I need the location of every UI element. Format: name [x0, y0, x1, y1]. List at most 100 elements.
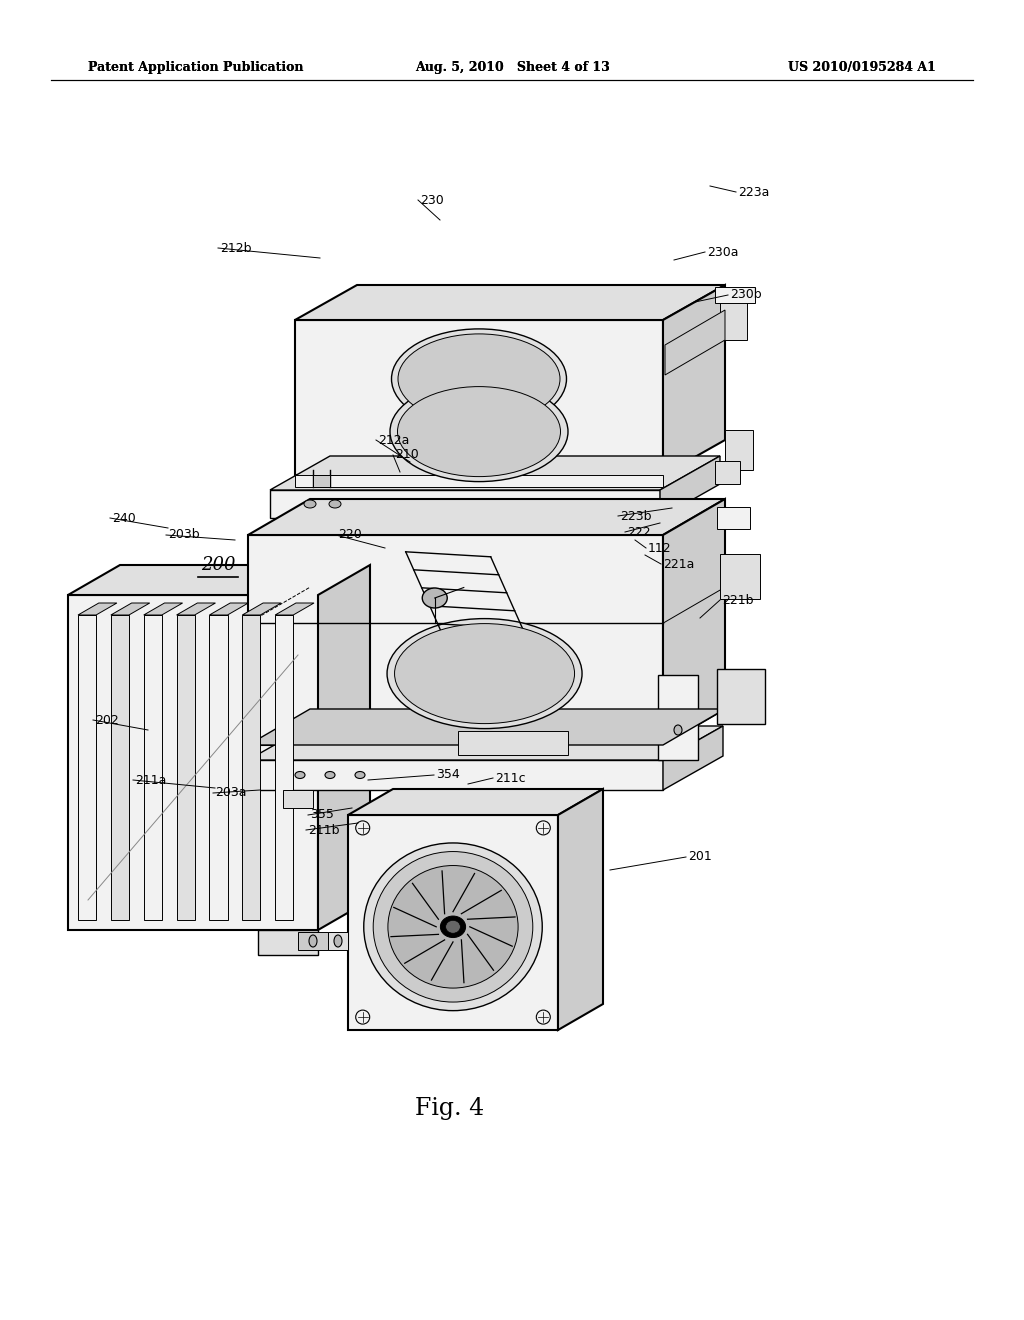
Ellipse shape	[355, 1010, 370, 1024]
Text: 221b: 221b	[722, 594, 754, 606]
Polygon shape	[665, 310, 725, 375]
Text: 223a: 223a	[738, 186, 769, 198]
Polygon shape	[258, 931, 318, 954]
Polygon shape	[68, 565, 370, 595]
Polygon shape	[270, 490, 660, 517]
Polygon shape	[715, 461, 740, 484]
Ellipse shape	[390, 381, 568, 482]
Text: 211b: 211b	[308, 824, 340, 837]
Text: Patent Application Publication: Patent Application Publication	[88, 62, 303, 74]
Ellipse shape	[422, 587, 447, 609]
Polygon shape	[176, 603, 215, 615]
Ellipse shape	[325, 771, 335, 779]
Polygon shape	[248, 726, 723, 760]
Polygon shape	[715, 286, 755, 304]
Polygon shape	[295, 285, 725, 319]
Polygon shape	[660, 455, 720, 517]
Polygon shape	[275, 615, 293, 920]
Polygon shape	[717, 507, 750, 529]
Text: Fig. 4: Fig. 4	[416, 1097, 484, 1119]
Polygon shape	[176, 615, 195, 920]
Polygon shape	[248, 709, 725, 744]
Text: 355: 355	[310, 808, 334, 821]
Polygon shape	[720, 294, 746, 341]
Ellipse shape	[329, 500, 341, 508]
Polygon shape	[725, 430, 753, 470]
Text: 230: 230	[420, 194, 443, 206]
Polygon shape	[111, 603, 150, 615]
Ellipse shape	[387, 619, 582, 729]
Text: 221a: 221a	[663, 557, 694, 570]
Polygon shape	[720, 554, 760, 599]
Polygon shape	[663, 726, 723, 789]
Ellipse shape	[388, 866, 518, 989]
Text: 223b: 223b	[620, 510, 651, 523]
Text: Patent Application Publication: Patent Application Publication	[88, 62, 303, 74]
Polygon shape	[283, 789, 313, 808]
Polygon shape	[298, 932, 328, 950]
Text: 212b: 212b	[220, 242, 252, 255]
Polygon shape	[295, 319, 663, 475]
Polygon shape	[248, 535, 663, 744]
Polygon shape	[111, 615, 129, 920]
Polygon shape	[243, 603, 282, 615]
Polygon shape	[318, 565, 370, 931]
Ellipse shape	[373, 851, 532, 1002]
Text: US 2010/0195284 A1: US 2010/0195284 A1	[788, 62, 936, 74]
Text: 203a: 203a	[215, 787, 247, 800]
Ellipse shape	[355, 821, 370, 836]
Ellipse shape	[295, 771, 305, 779]
Polygon shape	[313, 475, 330, 487]
Ellipse shape	[304, 500, 316, 508]
Polygon shape	[143, 615, 162, 920]
Polygon shape	[328, 932, 348, 950]
Polygon shape	[348, 814, 558, 1030]
Text: 230b: 230b	[730, 289, 762, 301]
Polygon shape	[658, 675, 698, 760]
Ellipse shape	[355, 771, 365, 779]
Polygon shape	[717, 669, 765, 723]
Polygon shape	[248, 499, 725, 535]
Text: 240: 240	[112, 511, 136, 524]
Ellipse shape	[364, 843, 543, 1011]
Ellipse shape	[440, 916, 466, 937]
Ellipse shape	[397, 387, 560, 477]
Polygon shape	[663, 499, 725, 744]
Text: 211a: 211a	[135, 774, 166, 787]
Text: US 2010/0195284 A1: US 2010/0195284 A1	[788, 62, 936, 74]
Text: 202: 202	[95, 714, 119, 726]
Ellipse shape	[334, 935, 342, 946]
Text: 220: 220	[338, 528, 361, 541]
Polygon shape	[78, 615, 96, 920]
Text: Aug. 5, 2010   Sheet 4 of 13: Aug. 5, 2010 Sheet 4 of 13	[415, 62, 609, 74]
Ellipse shape	[398, 334, 560, 424]
Polygon shape	[558, 789, 603, 1030]
Ellipse shape	[537, 821, 550, 836]
Ellipse shape	[309, 935, 317, 946]
Ellipse shape	[674, 725, 682, 735]
Polygon shape	[68, 595, 318, 931]
Polygon shape	[78, 603, 117, 615]
Ellipse shape	[394, 623, 574, 723]
Polygon shape	[248, 760, 663, 789]
Text: Aug. 5, 2010   Sheet 4 of 13: Aug. 5, 2010 Sheet 4 of 13	[415, 62, 609, 74]
Text: 211c: 211c	[495, 771, 525, 784]
Polygon shape	[270, 455, 720, 490]
Polygon shape	[243, 615, 260, 920]
Polygon shape	[275, 603, 314, 615]
Text: 212a: 212a	[378, 433, 410, 446]
Text: 203b: 203b	[168, 528, 200, 541]
Polygon shape	[210, 603, 248, 615]
Ellipse shape	[537, 1010, 550, 1024]
Text: 112: 112	[648, 541, 672, 554]
Text: 230a: 230a	[707, 246, 738, 259]
Ellipse shape	[391, 329, 566, 429]
Polygon shape	[143, 603, 182, 615]
Polygon shape	[295, 475, 663, 487]
Polygon shape	[663, 285, 725, 475]
Text: 210: 210	[395, 449, 419, 462]
Text: 354: 354	[436, 768, 460, 781]
Text: 222: 222	[627, 525, 650, 539]
Polygon shape	[210, 615, 227, 920]
Ellipse shape	[445, 920, 461, 933]
